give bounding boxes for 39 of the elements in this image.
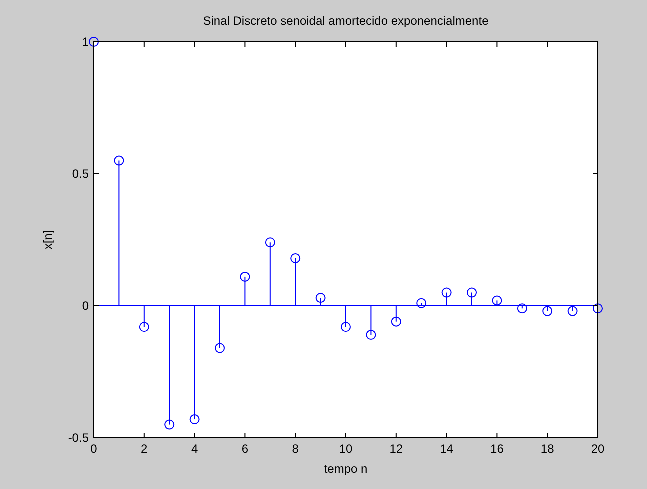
point — [593, 304, 603, 314]
point — [366, 330, 376, 340]
point — [114, 156, 124, 166]
point — [190, 414, 200, 425]
point — [215, 343, 225, 354]
point — [492, 296, 502, 306]
point — [240, 272, 250, 282]
point — [341, 322, 351, 332]
chart-title: Sinal Discreto senoidal amortecido exponencialmente — [203, 14, 490, 28]
point — [391, 316, 402, 327]
x-tick-label: 12 — [390, 442, 404, 456]
y-tick-label: -0.5 — [68, 431, 90, 445]
x-tick-label: 2 — [141, 442, 148, 456]
y-tick-label: 0 — [82, 299, 90, 313]
x-axis-title: tempo n — [324, 462, 368, 476]
y-tick-label: 0.5 — [72, 167, 90, 181]
x-tick-label: 0 — [90, 442, 98, 456]
x-tick-label: 14 — [440, 442, 454, 456]
x-tick-label: 4 — [191, 442, 198, 456]
x-tick-label: 20 — [591, 442, 605, 456]
point — [265, 238, 276, 248]
x-tick-label: 10 — [339, 442, 353, 456]
x-tick-label: 16 — [490, 442, 504, 456]
point — [89, 37, 99, 47]
x-tick-label: 8 — [292, 442, 300, 456]
point — [517, 304, 528, 314]
point — [467, 288, 477, 298]
point — [416, 298, 427, 308]
point — [542, 306, 553, 316]
point — [442, 288, 452, 298]
point — [139, 322, 150, 332]
point — [568, 306, 578, 316]
point — [316, 293, 326, 304]
y-tick-label: 1 — [82, 35, 90, 49]
point — [164, 420, 175, 430]
point — [290, 253, 301, 264]
y-axis-title: x[n] — [41, 230, 55, 250]
x-tick-label: 6 — [242, 442, 249, 456]
x-tick-label: 18 — [540, 442, 555, 456]
